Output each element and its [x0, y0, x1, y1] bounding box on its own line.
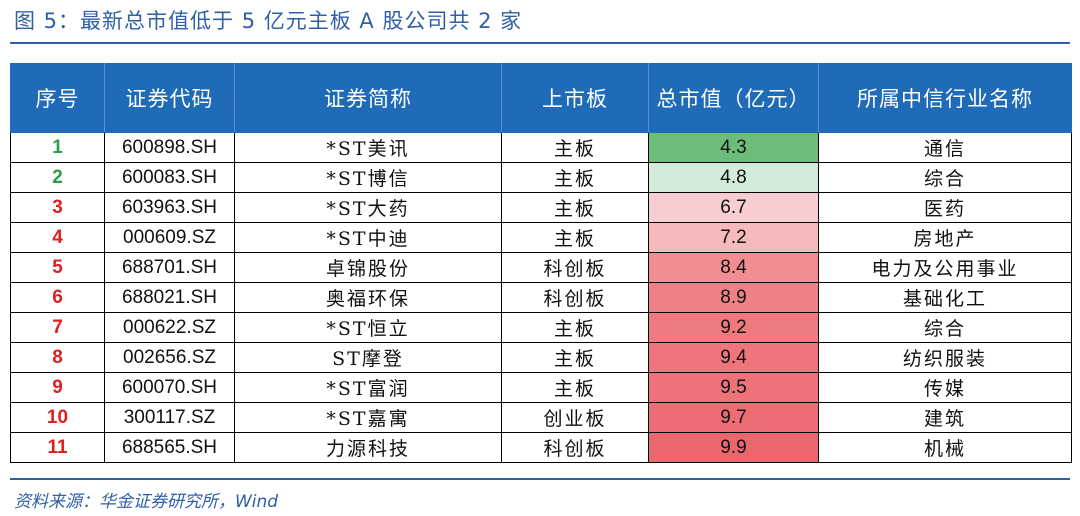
cell-market-cap: 7.2 [648, 222, 819, 253]
cell-board: 主板 [501, 342, 649, 373]
footer-divider [10, 478, 1070, 480]
cell-board: 主板 [501, 192, 649, 223]
cell-name: *ST美讯 [234, 132, 502, 163]
cell-name: *ST博信 [234, 162, 502, 193]
cell-market-cap: 9.9 [648, 432, 819, 463]
cell-industry: 传媒 [818, 372, 1072, 403]
cell-industry: 机械 [818, 432, 1072, 463]
cell-board: 主板 [501, 162, 649, 193]
cell-index: 9 [10, 372, 105, 403]
figure-title: 图 5：最新总市值低于 5 亿元主板 A 股公司共 2 家 [14, 9, 523, 33]
cell-board: 主板 [501, 372, 649, 403]
cell-name: 力源科技 [234, 432, 502, 463]
cell-industry: 建筑 [818, 402, 1072, 433]
table-row: 4 000609.SZ *ST中迪 主板 7.2 房地产 [10, 222, 1072, 253]
cell-name: *ST富润 [234, 372, 502, 403]
table-header-row: 序号 证券代码 证券简称 上市板 总市值（亿元） 所属中信行业名称 [10, 63, 1072, 133]
cell-index: 3 [10, 192, 105, 223]
cell-name: *ST恒立 [234, 312, 502, 343]
cell-index: 7 [10, 312, 105, 343]
cell-market-cap: 6.7 [648, 192, 819, 223]
cell-index: 2 [10, 162, 105, 193]
title-divider [10, 42, 1070, 44]
table-row: 7 000622.SZ *ST恒立 主板 9.2 综合 [10, 312, 1072, 343]
table-row: 10 300117.SZ *ST嘉寓 创业板 9.7 建筑 [10, 402, 1072, 433]
cell-board: 科创板 [501, 252, 649, 283]
source-note: 资料来源：华金证券研究所，Wind [14, 492, 279, 512]
cell-code: 002656.SZ [104, 342, 235, 373]
cell-industry: 基础化工 [818, 282, 1072, 313]
cell-market-cap: 4.3 [648, 132, 819, 163]
cell-index: 4 [10, 222, 105, 253]
cell-board: 创业板 [501, 402, 649, 433]
cell-code: 600898.SH [104, 132, 235, 163]
cell-name: *ST中迪 [234, 222, 502, 253]
cell-name: 奥福环保 [234, 282, 502, 313]
cell-market-cap: 8.4 [648, 252, 819, 283]
table-row: 6 688021.SH 奥福环保 科创板 8.9 基础化工 [10, 282, 1072, 313]
cell-board: 主板 [501, 132, 649, 163]
cell-name: *ST大药 [234, 192, 502, 223]
cell-industry: 房地产 [818, 222, 1072, 253]
cell-industry: 综合 [818, 162, 1072, 193]
table-row: 5 688701.SH 卓锦股份 科创板 8.4 电力及公用事业 [10, 252, 1072, 283]
cell-market-cap: 4.8 [648, 162, 819, 193]
cell-code: 603963.SH [104, 192, 235, 223]
cell-index: 6 [10, 282, 105, 313]
table-row: 2 600083.SH *ST博信 主板 4.8 综合 [10, 162, 1072, 193]
cell-market-cap: 9.5 [648, 372, 819, 403]
cell-market-cap: 9.7 [648, 402, 819, 433]
header-board: 上市板 [501, 63, 649, 133]
cell-code: 600083.SH [104, 162, 235, 193]
cell-industry: 纺织服装 [818, 342, 1072, 373]
table-row: 1 600898.SH *ST美讯 主板 4.3 通信 [10, 132, 1072, 163]
cell-index: 11 [10, 432, 105, 463]
cell-board: 科创板 [501, 432, 649, 463]
header-market-cap: 总市值（亿元） [648, 63, 819, 133]
cell-industry: 综合 [818, 312, 1072, 343]
cell-board: 主板 [501, 312, 649, 343]
cell-code: 000622.SZ [104, 312, 235, 343]
cell-market-cap: 9.4 [648, 342, 819, 373]
cell-market-cap: 9.2 [648, 312, 819, 343]
cell-code: 688701.SH [104, 252, 235, 283]
table-row: 8 002656.SZ ST摩登 主板 9.4 纺织服装 [10, 342, 1072, 373]
cell-index: 1 [10, 132, 105, 163]
cell-name: *ST嘉寓 [234, 402, 502, 433]
cell-code: 600070.SH [104, 372, 235, 403]
cell-name: 卓锦股份 [234, 252, 502, 283]
table-row: 11 688565.SH 力源科技 科创板 9.9 机械 [10, 432, 1072, 463]
cell-index: 8 [10, 342, 105, 373]
cell-industry: 通信 [818, 132, 1072, 163]
cell-code: 000609.SZ [104, 222, 235, 253]
table-row: 3 603963.SH *ST大药 主板 6.7 医药 [10, 192, 1072, 223]
cell-industry: 医药 [818, 192, 1072, 223]
stock-table: 序号 证券代码 证券简称 上市板 总市值（亿元） 所属中信行业名称 1 60089… [10, 63, 1072, 463]
table-row: 9 600070.SH *ST富润 主板 9.5 传媒 [10, 372, 1072, 403]
cell-industry: 电力及公用事业 [818, 252, 1072, 283]
cell-board: 主板 [501, 222, 649, 253]
cell-code: 688021.SH [104, 282, 235, 313]
header-index: 序号 [10, 63, 105, 133]
header-code: 证券代码 [104, 63, 235, 133]
cell-index: 5 [10, 252, 105, 283]
cell-name: ST摩登 [234, 342, 502, 373]
cell-index: 10 [10, 402, 105, 433]
cell-code: 688565.SH [104, 432, 235, 463]
cell-market-cap: 8.9 [648, 282, 819, 313]
header-name: 证券简称 [234, 63, 502, 133]
header-industry: 所属中信行业名称 [818, 63, 1072, 133]
cell-code: 300117.SZ [104, 402, 235, 433]
cell-board: 科创板 [501, 282, 649, 313]
